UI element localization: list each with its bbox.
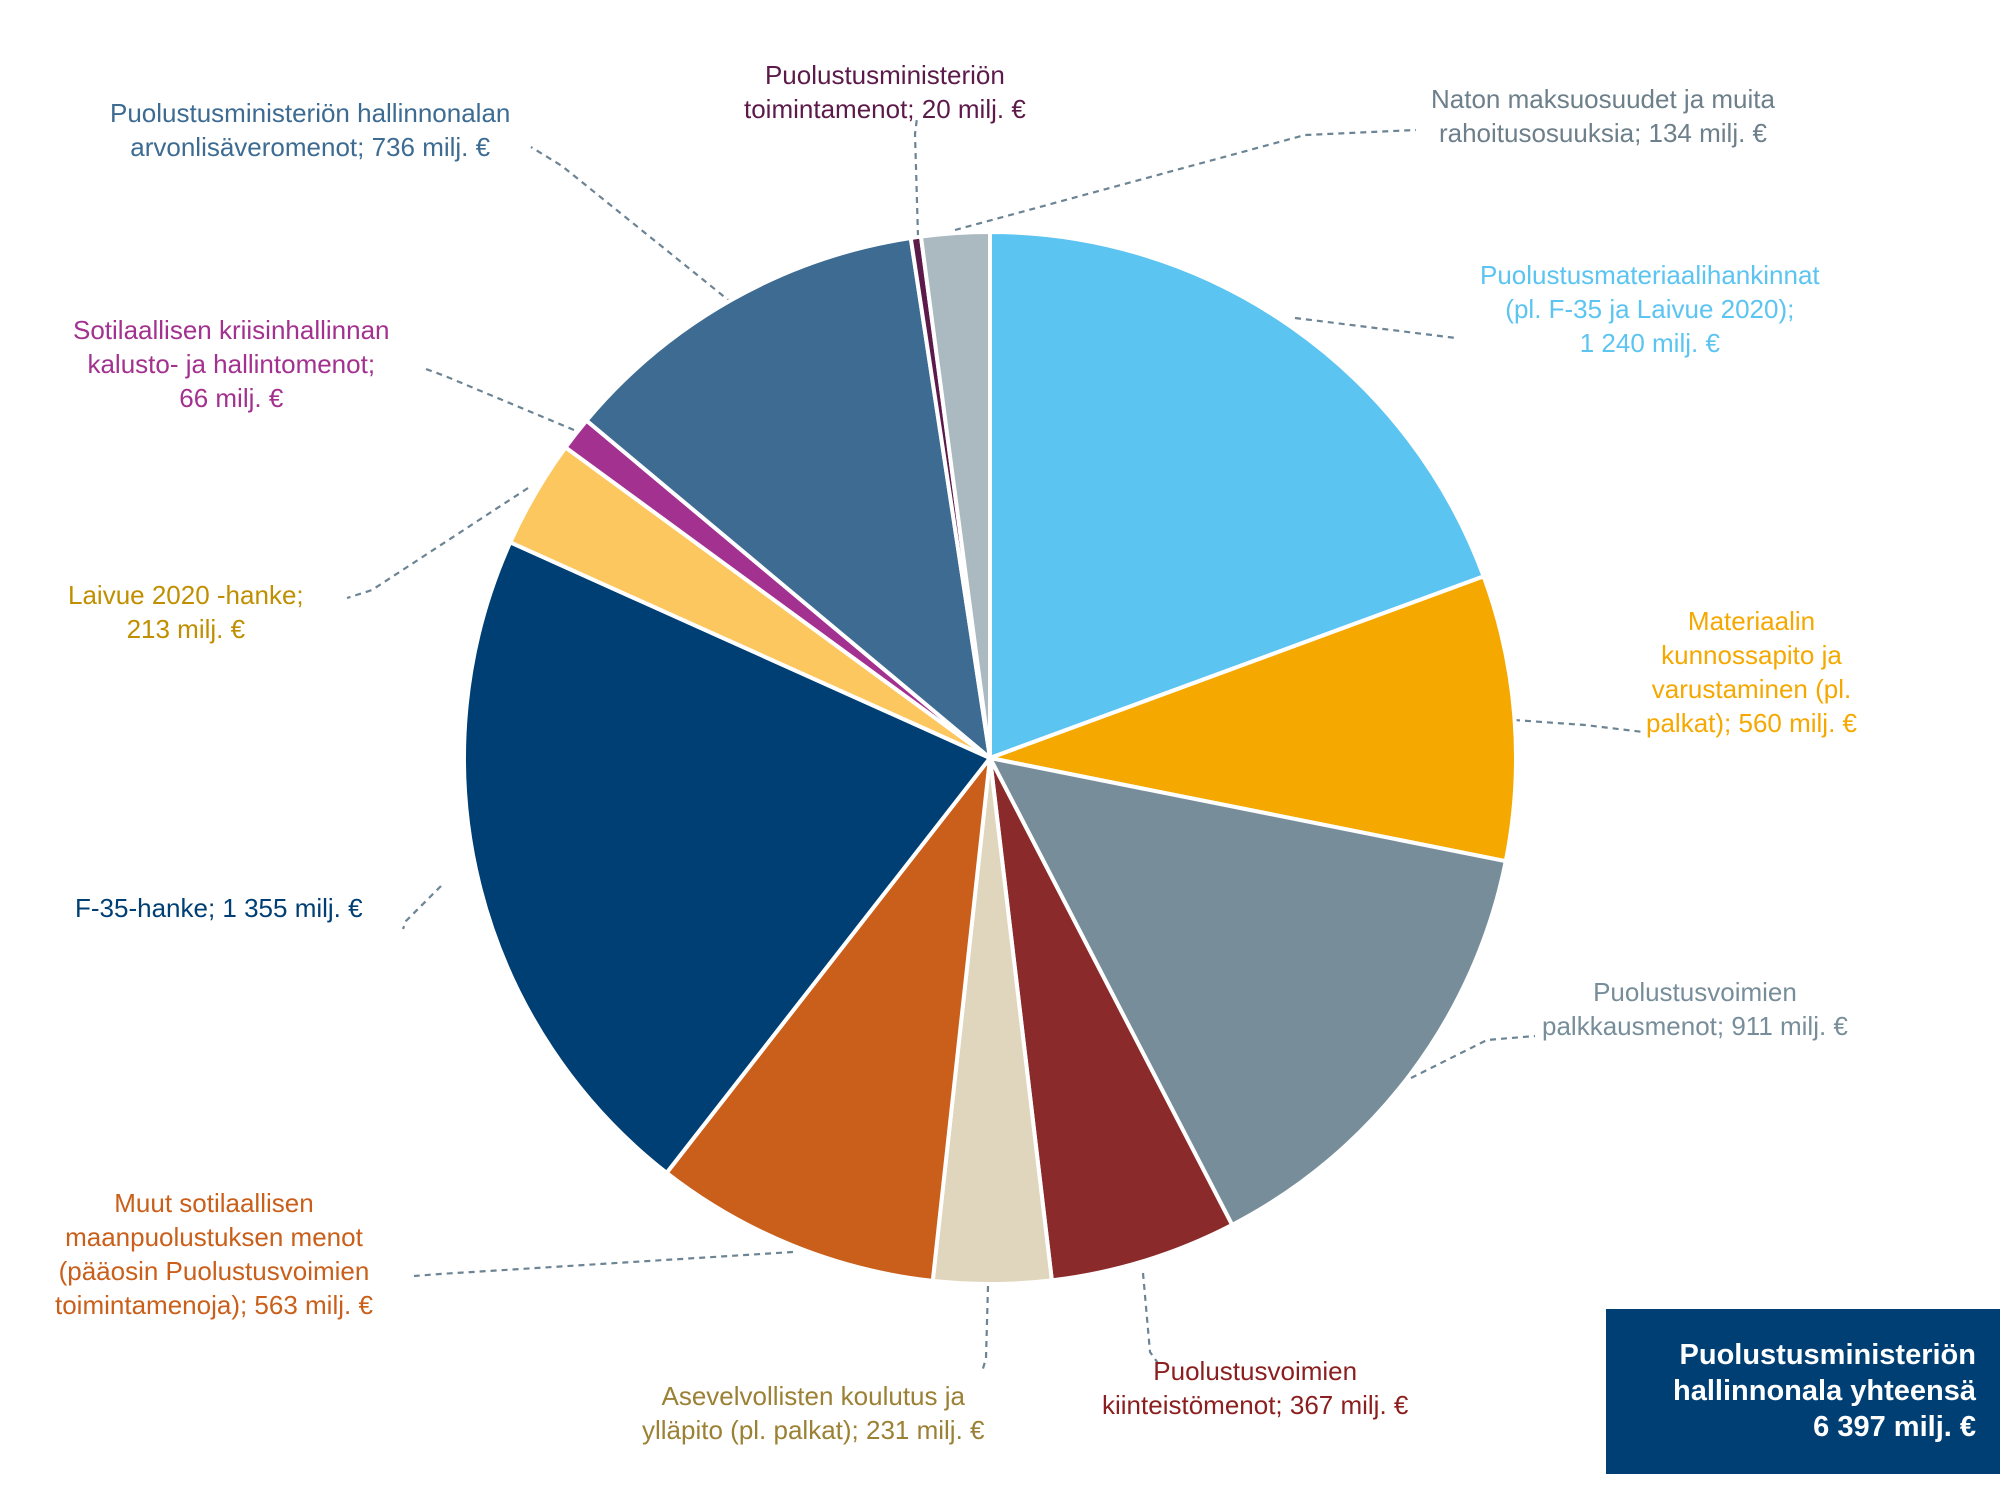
- total-line-1: Puolustusministeriön: [1679, 1339, 1976, 1371]
- label-line: Puolustusministeriön: [764, 60, 1005, 90]
- label-line: Puolustusvoimien: [1593, 977, 1797, 1007]
- label-asevelvollisten: Asevelvollisten koulutus ja ylläpito (pl.…: [642, 1379, 984, 1447]
- slice-naton: [918, 230, 992, 760]
- label-line: kalusto- ja hallintomenot;: [87, 349, 376, 379]
- label-line: 213 milj. €: [126, 614, 246, 644]
- label-palkkausmenot: Puolustusvoimien palkkausmenot; 911 milj.…: [1542, 975, 1848, 1043]
- label-line: kiinteistömenot; 367 milj. €: [1102, 1390, 1409, 1420]
- label-line: maanpuolustuksen menot: [65, 1222, 363, 1252]
- label-line: Muut sotilaallisen: [114, 1188, 314, 1218]
- label-toimintamenot: Puolustusministeriön toimintamenot; 20 mi…: [744, 58, 1026, 126]
- label-line: ylläpito (pl. palkat); 231 milj. €: [642, 1415, 985, 1445]
- label-line: 1 240 milj. €: [1579, 328, 1720, 358]
- label-line: Puolustusvoimien: [1153, 1356, 1358, 1386]
- total-line-3: 6 397 milj. €: [1813, 1411, 1976, 1443]
- label-line: palkat); 560 milj. €: [1646, 708, 1857, 738]
- label-line: Puolustusmateriaalihankinnat: [1480, 260, 1820, 290]
- label-kriisinhallinta: Sotilaallisen kriisinhallinnan kalusto- j…: [73, 313, 390, 415]
- slice-palkkausmenot: [988, 756, 1508, 1227]
- leader-line-asevelvollisten: [980, 1285, 990, 1373]
- label-f35: F-35-hanke; 1 355 milj. €: [75, 891, 363, 925]
- label-line: Sotilaallisen kriisinhallinnan: [73, 315, 390, 345]
- label-line: Laivue 2020 -hanke;: [68, 580, 304, 610]
- leader-line-kunnossapito: [1513, 718, 1644, 734]
- label-line: Puolustusministeriön hallinnonalan: [110, 98, 511, 128]
- label-kiinteistomenot: Puolustusvoimien kiinteistömenot; 367 mil…: [1102, 1354, 1408, 1422]
- label-kunnossapito: Materiaalin kunnossapito ja varustaminen (…: [1646, 604, 1857, 740]
- leader-line-f35: [401, 885, 442, 930]
- leader-lines: [346, 117, 1644, 1373]
- label-line: Asevelvollisten koulutus ja: [661, 1381, 965, 1411]
- label-line: toimintamenoja); 563 milj. €: [55, 1290, 373, 1320]
- label-line: Materiaalin: [1687, 606, 1816, 636]
- leader-line-naton: [954, 128, 1417, 232]
- label-line: kunnossapito ja: [1661, 640, 1842, 670]
- label-line: arvonlisäveromenot; 736 milj. €: [130, 132, 491, 162]
- slice-arvonlisavero: [584, 236, 992, 760]
- label-line: F-35-hanke; 1 355 milj. €: [75, 893, 363, 923]
- label-line: 66 milj. €: [179, 383, 284, 413]
- label-line: Naton maksuosuudet ja muita: [1431, 84, 1775, 114]
- leader-line-muut: [413, 1250, 794, 1278]
- label-naton: Naton maksuosuudet ja muita rahoitusosuuk…: [1431, 82, 1775, 150]
- label-line: varustaminen (pl.: [1651, 674, 1852, 704]
- leader-line-laivue: [346, 487, 529, 600]
- slice-materiaalihankinnat: [988, 230, 1486, 760]
- label-laivue: Laivue 2020 -hanke; 213 milj. €: [68, 578, 304, 646]
- label-muut: Muut sotilaallisen maanpuolustuksen menot…: [55, 1186, 373, 1322]
- leader-line-arvonlisavero: [530, 146, 733, 304]
- leader-line-materiaalihankinnat: [1294, 316, 1457, 340]
- leader-line-kriisinhallinta: [425, 367, 575, 432]
- slice-muut: [664, 756, 992, 1283]
- label-line: toimintamenot; 20 milj. €: [744, 94, 1026, 124]
- leader-line-kiinteistomenot: [1141, 1272, 1161, 1367]
- label-line: (pl. F-35 ja Laivue 2020);: [1505, 294, 1795, 324]
- label-materiaalihankinnat: Puolustusmateriaalihankinnat (pl. F-35 ja…: [1480, 258, 1820, 360]
- label-line: rahoitusosuuksia; 134 milj. €: [1438, 118, 1768, 148]
- label-line: (pääosin Puolustusvoimien: [58, 1256, 370, 1286]
- total-line-2: hallinnonala yhteensä: [1673, 1375, 1976, 1407]
- pie-slices: [462, 230, 1518, 1286]
- slice-kiinteistomenot: [988, 756, 1235, 1283]
- label-arvonlisavero: Puolustusministeriön hallinnonalan arvonl…: [110, 96, 510, 164]
- total-box: Puolustusministeriön hallinnonala yhteen…: [1606, 1309, 2000, 1474]
- label-line: palkkausmenot; 911 milj. €: [1542, 1011, 1848, 1041]
- leader-line-toimintamenot: [913, 117, 920, 237]
- slice-kunnossapito: [988, 574, 1518, 864]
